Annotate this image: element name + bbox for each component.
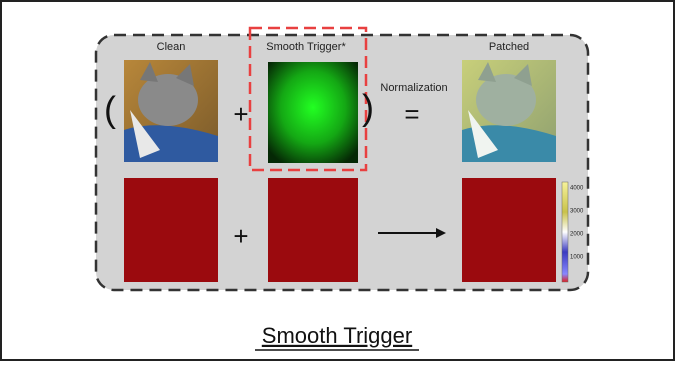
label: Clean: [157, 41, 186, 53]
symbol: (: [104, 89, 116, 130]
symbol: +: [233, 221, 248, 251]
colorbar-tick: 4000: [570, 186, 584, 192]
colorbar-tick: 3000: [570, 209, 584, 215]
heatmap: [124, 178, 218, 282]
symbol: ): [362, 87, 374, 128]
heatmap: [462, 178, 556, 282]
clean-image: [124, 60, 218, 162]
heatmap: [268, 178, 358, 282]
label: Normalization: [380, 82, 447, 94]
colorbar: [562, 182, 568, 282]
page: Clean Smooth Trigger* Normalization Patc…: [0, 0, 675, 361]
symbol: +: [233, 99, 248, 129]
label: Patched: [489, 41, 529, 53]
patched-image: [462, 60, 556, 162]
colorbar-tick: 1000: [570, 255, 584, 261]
trigger-image: [268, 62, 358, 163]
label: Smooth Trigger*: [266, 41, 346, 53]
colorbar-tick: 2000: [570, 232, 584, 238]
symbol: =: [404, 99, 419, 129]
title: Smooth Trigger: [262, 323, 412, 348]
